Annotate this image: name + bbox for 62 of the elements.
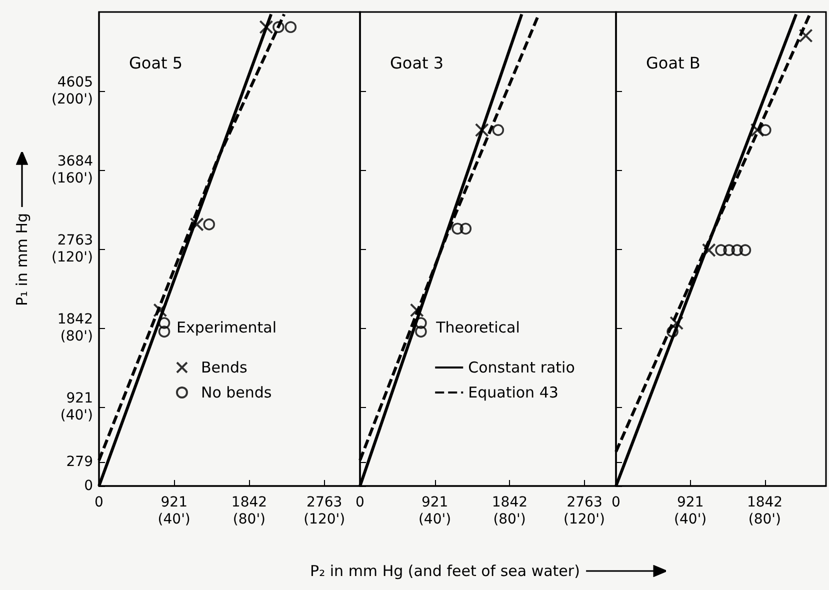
point <box>460 222 472 235</box>
legend-label: Bends <box>200 358 248 376</box>
y-axis-title: P₁ in mm Hg <box>13 212 31 306</box>
x-axis-title: P₂ in mm Hg (and feet of sea water) <box>310 562 580 580</box>
x2-tick-label: (120') <box>563 512 605 528</box>
x2-tick-label: (40') <box>418 512 452 528</box>
x-tick-label: 0 <box>94 494 104 510</box>
point <box>798 28 813 43</box>
x2-tick-label: (40') <box>158 512 190 528</box>
x-tick-label: 921 <box>421 494 448 510</box>
point <box>203 218 216 230</box>
legend-label: No bends <box>200 384 272 402</box>
legend-label: Equation 43 <box>468 384 558 402</box>
point <box>284 21 297 33</box>
point <box>190 217 204 232</box>
text: Goat 3 <box>390 54 444 72</box>
point <box>272 21 284 33</box>
point <box>666 326 678 338</box>
point <box>702 243 716 258</box>
text: Goat B <box>646 54 700 72</box>
legend-title: Theoretical <box>435 318 520 336</box>
x2-tick-label: (80') <box>748 512 781 528</box>
point <box>474 123 489 138</box>
y-tick-label: 279 <box>66 454 93 470</box>
y-tick-label: 0 <box>84 478 93 494</box>
x2-tick-label: (80') <box>493 512 526 528</box>
point <box>750 123 764 138</box>
point <box>739 244 752 256</box>
legend-label: Constant ratio <box>468 358 575 376</box>
point <box>415 317 427 329</box>
point <box>715 244 727 256</box>
point <box>259 20 274 34</box>
legend-title: Experimental <box>176 318 276 336</box>
point <box>410 303 424 318</box>
point <box>731 244 744 256</box>
x-tick-label: 1842 <box>492 494 528 510</box>
x-tick-label: 0 <box>356 494 364 510</box>
y-tick-label: 1842 (80') <box>57 312 93 344</box>
point <box>153 303 168 318</box>
y-tick-label: 4605 (200') <box>52 74 93 108</box>
y-tick-label: 2763 (120') <box>52 232 93 266</box>
point <box>452 222 464 235</box>
x-tick-label: 2763 <box>306 494 342 510</box>
x-tick-label: 1842 <box>231 494 268 510</box>
text: Goat 5 <box>129 54 183 72</box>
y-tick-label: 921 (40') <box>60 390 93 424</box>
point <box>760 124 772 136</box>
x2-tick-label: (80') <box>232 512 266 528</box>
point <box>670 316 684 330</box>
point <box>492 124 504 136</box>
x-tick-label: 0 <box>612 494 620 510</box>
point <box>723 244 735 256</box>
x2-tick-label: (40') <box>674 512 707 528</box>
point <box>158 317 170 329</box>
x2-tick-label: (120') <box>304 512 346 528</box>
point <box>415 326 427 338</box>
point <box>158 326 170 338</box>
x-tick-label: 921 <box>160 494 188 510</box>
x-tick-label: 2763 <box>566 494 602 510</box>
x-tick-label: 921 <box>677 494 704 510</box>
y-tick-label: 3684 (160') <box>52 154 94 186</box>
x-tick-label: 1842 <box>746 494 783 510</box>
